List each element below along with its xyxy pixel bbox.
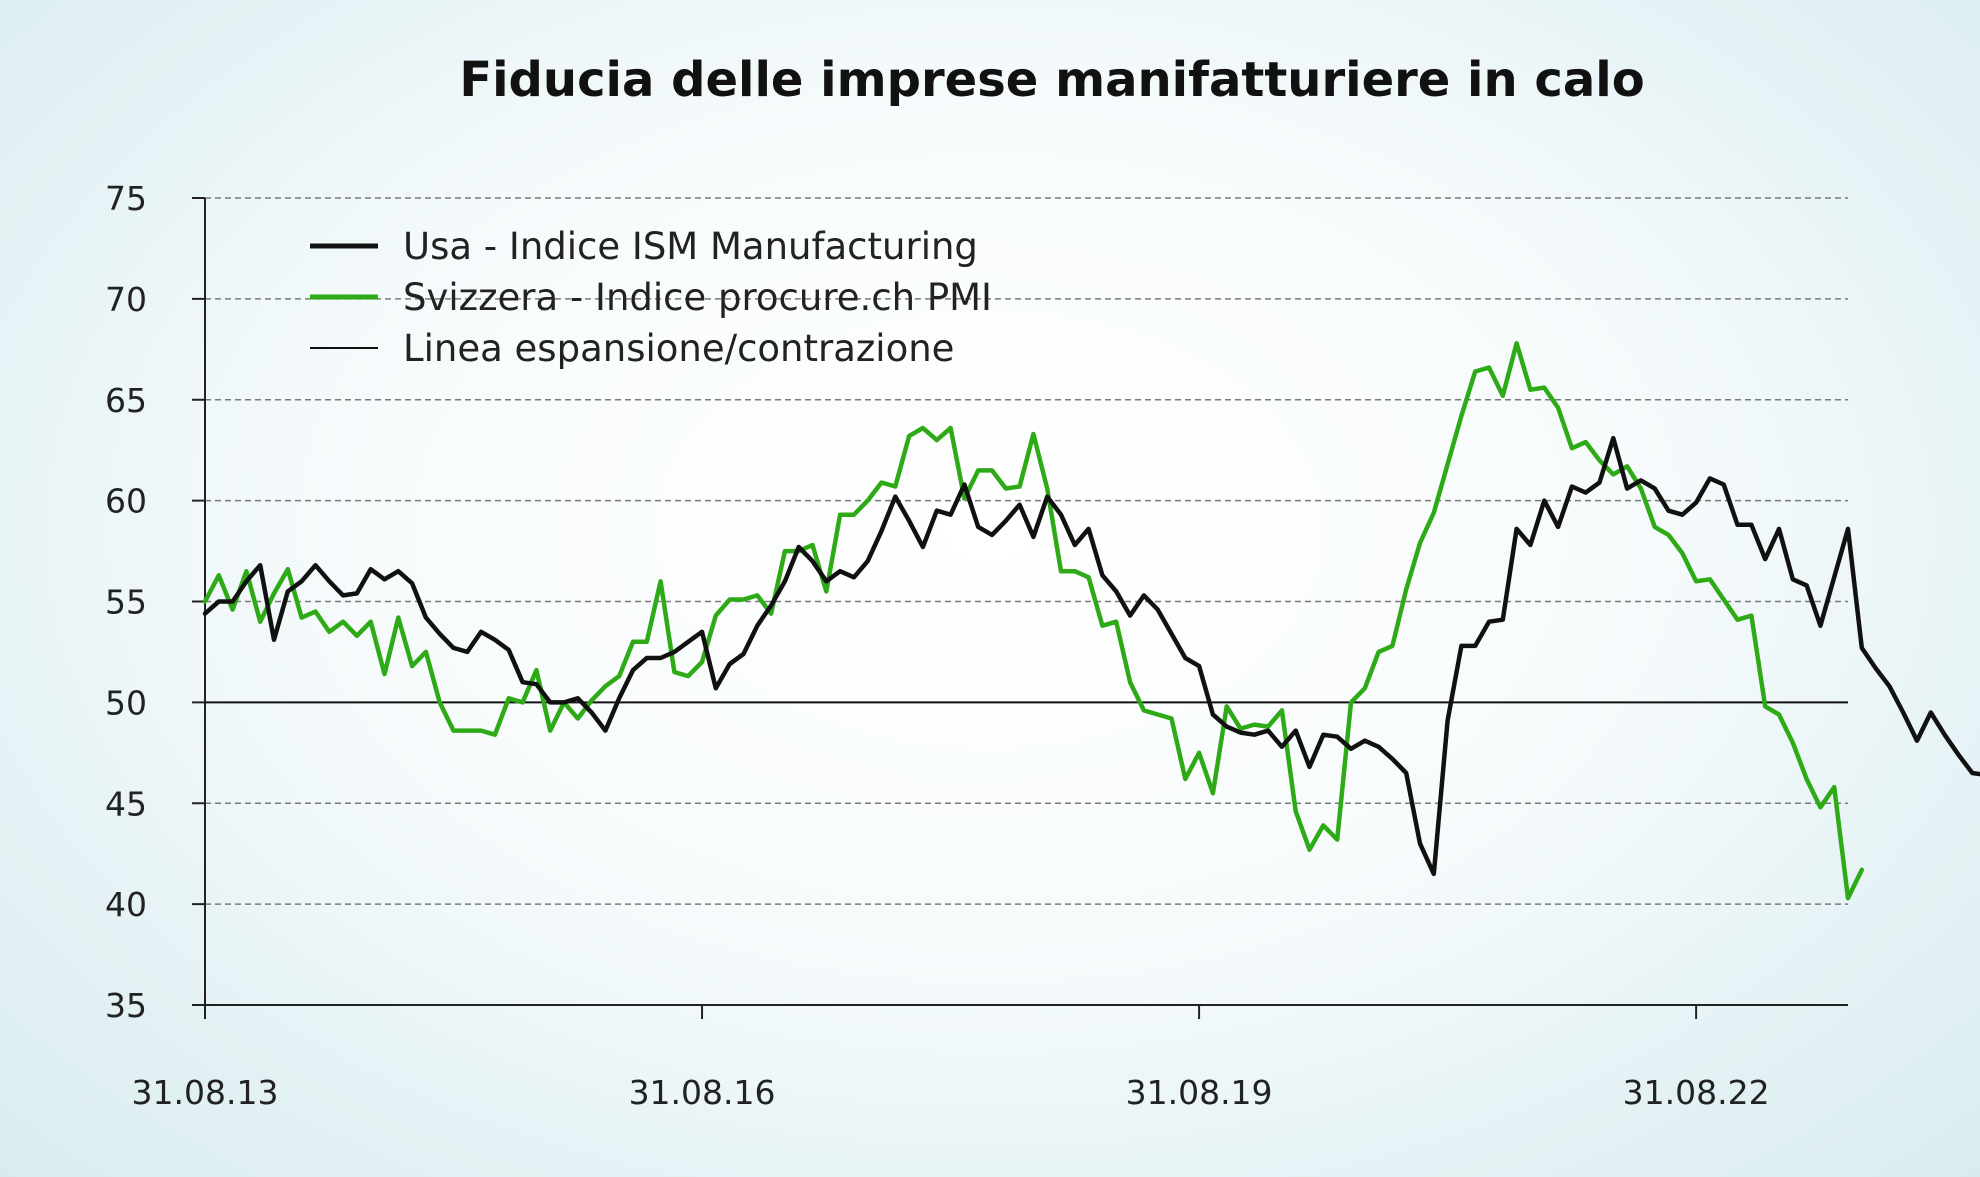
legend: Usa - Indice ISM Manufacturing Svizzera -… xyxy=(310,225,992,370)
y-tick-label: 65 xyxy=(105,381,147,420)
y-tick-label: 35 xyxy=(105,986,147,1025)
legend-label: Linea espansione/contrazione xyxy=(403,327,954,370)
legend-item-svizzera-pmi: Svizzera - Indice procure.ch PMI xyxy=(310,276,992,319)
y-tick-label: 75 xyxy=(105,179,147,218)
legend-label: Usa - Indice ISM Manufacturing xyxy=(403,225,978,268)
x-tick-label: 31.08.13 xyxy=(132,1073,279,1112)
y-tick-label: 55 xyxy=(105,583,147,622)
chart-title: Fiducia delle imprese manifatturiere in … xyxy=(459,52,1644,108)
y-tick-label: 50 xyxy=(105,683,147,722)
gridlines xyxy=(205,197,1848,905)
y-axis: 75 70 65 60 55 50 45 40 35 xyxy=(105,179,206,1025)
x-axis: 31.08.13 31.08.16 31.08.19 31.08.22 xyxy=(132,1004,1848,1112)
y-tick-label: 70 xyxy=(105,280,147,319)
legend-item-expansion-line: Linea espansione/contrazione xyxy=(310,327,954,370)
x-tick-label: 31.08.22 xyxy=(1623,1073,1770,1112)
y-tick-label: 60 xyxy=(105,482,147,521)
x-tick-label: 31.08.19 xyxy=(1126,1073,1273,1112)
y-tick-label: 45 xyxy=(105,784,147,823)
legend-label: Svizzera - Indice procure.ch PMI xyxy=(403,276,992,319)
legend-item-usa-ism: Usa - Indice ISM Manufacturing xyxy=(310,225,978,268)
y-tick-label: 40 xyxy=(105,885,147,924)
series-layer xyxy=(202,341,1980,901)
series-line-usa-ism xyxy=(202,435,1980,877)
x-tick-label: 31.08.16 xyxy=(629,1073,776,1112)
series-line-svizzera-pmi xyxy=(202,341,1865,901)
